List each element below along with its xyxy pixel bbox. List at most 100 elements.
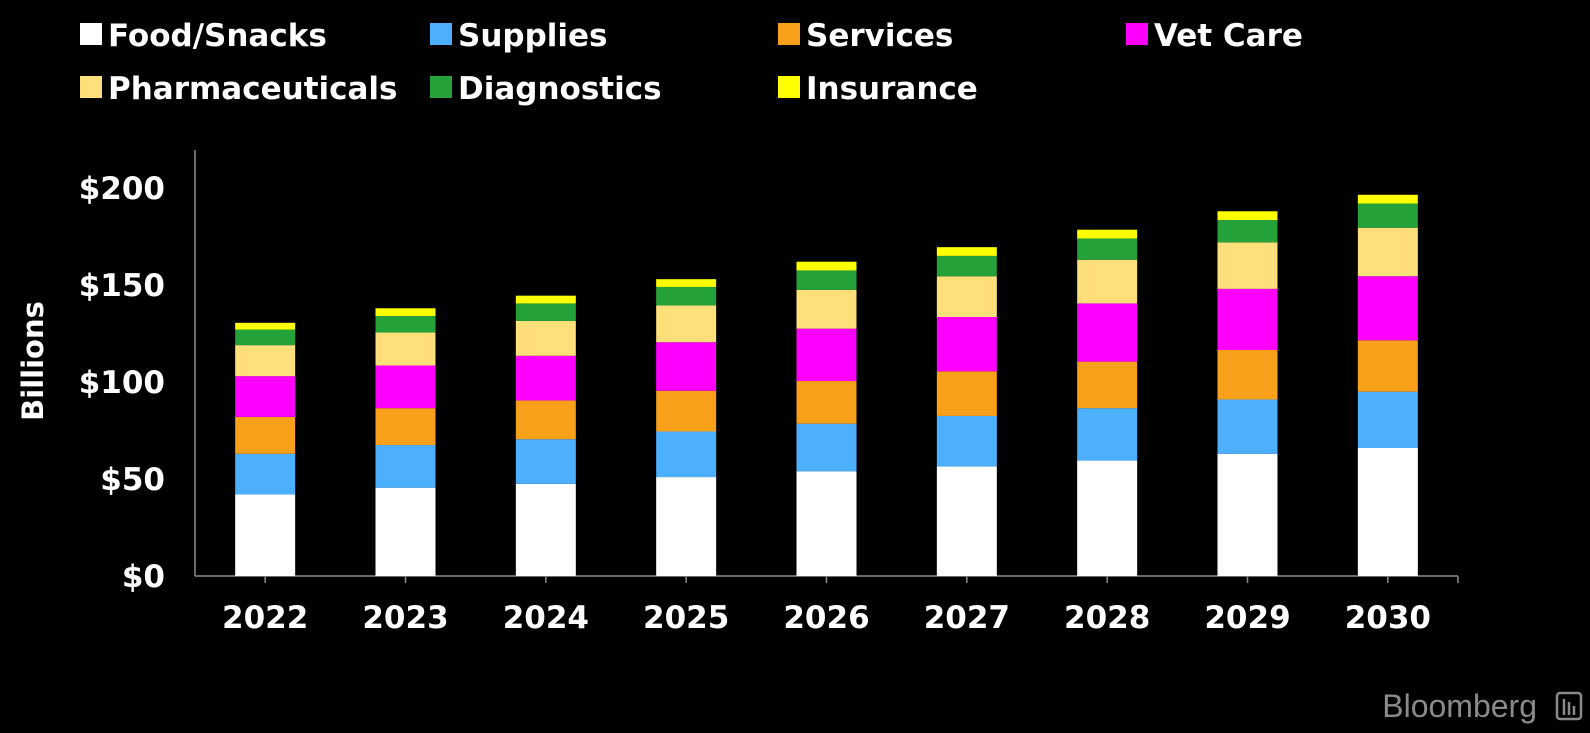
x-tick-label: 2024 [503,600,589,636]
bar-segment-pharmaceuticals [1077,259,1138,304]
bar-segment-food-snacks [936,466,997,576]
x-tick-label: 2028 [1064,600,1150,636]
bar-segment-vet-care [515,355,576,401]
bars [235,194,1418,576]
legend-swatch [430,76,452,98]
bar-segment-vet-care [796,328,857,382]
y-tick-label: $200 [79,171,165,207]
bar-segment-services [235,416,296,454]
legend-swatch [778,76,800,98]
y-tick-label: $0 [122,559,165,595]
x-axis: 2022 2023 2024 2025 2026 2027 2028 2029 2030 [195,575,1459,636]
legend-label: Supplies [458,18,608,54]
bar-segment-food-snacks [796,471,857,576]
bar-segment-diagnostics [1217,220,1278,243]
y-tick-label: $50 [100,462,165,498]
bar-segment-pharmaceuticals [936,276,997,318]
legend-item-pharmaceuticals: Pharmaceuticals [80,71,398,107]
bar-segment-vet-care [936,317,997,372]
bar-segment-insurance [936,247,997,256]
legend-swatch [778,23,800,45]
bar-segment-supplies [656,431,717,478]
legend-label: Food/Snacks [108,18,327,54]
bar-segment-insurance [515,295,576,304]
legend-swatch [1126,23,1148,45]
legend: Food/Snacks Supplies Services Vet Care Pharm… [80,18,1303,107]
legend-item-vet-care: Vet Care [1126,18,1303,54]
legend-item-services: Services [778,18,953,54]
bar-segment-supplies [515,439,576,484]
bar-segment-food-snacks [235,494,296,576]
bar-segment-pharmaceuticals [515,320,576,356]
x-tick-label: 2027 [924,600,1010,636]
x-tick-label: 2026 [783,600,869,636]
bar-segment-food-snacks [375,487,436,576]
bar-segment-supplies [1217,399,1278,454]
bar-segment-pharmaceuticals [375,332,436,366]
bar-segment-diagnostics [656,286,717,306]
bar-segment-diagnostics [1357,203,1418,228]
x-tick-label: 2025 [643,600,729,636]
legend-label: Pharmaceuticals [108,71,398,107]
bar-segment-diagnostics [515,303,576,321]
bar-segment-supplies [936,415,997,467]
bar-segment-services [1077,361,1138,409]
bar-segment-food-snacks [656,477,717,576]
bar-segment-food-snacks [1357,447,1418,576]
x-tick-label: 2030 [1345,600,1431,636]
bar-segment-pharmaceuticals [656,305,717,343]
bar-segment-vet-care [375,365,436,409]
y-axis: $0 $50 $100 $150 $200 [79,150,196,595]
bar-segment-supplies [796,423,857,472]
y-tick-label: $100 [79,365,165,401]
bar-segment-insurance [235,322,296,330]
bar-segment-diagnostics [1077,238,1138,260]
bar-segment-insurance [1357,194,1418,204]
bar-segment-services [515,400,576,440]
y-tick-label: $150 [79,268,165,304]
legend-item-supplies: Supplies [430,18,608,54]
bar-segment-pharmaceuticals [796,289,857,329]
bar-segment-pharmaceuticals [1217,242,1278,289]
bar-segment-food-snacks [1217,453,1278,576]
legend-label: Insurance [806,71,978,107]
bar-segment-services [1217,349,1278,400]
bar-segment-supplies [375,445,436,488]
bloomberg-terminal-icon [1555,691,1583,721]
brand-wordmark: Bloomberg [1382,688,1537,724]
bar-segment-services [796,381,857,424]
bar-segment-vet-care [1217,288,1278,350]
bar-segment-supplies [235,453,296,495]
bar-segment-services [936,371,997,416]
bar-segment-insurance [1077,229,1138,239]
bar-segment-services [1357,340,1418,392]
legend-swatch [430,23,452,45]
x-tick-label: 2022 [222,600,308,636]
x-tick-label: 2023 [362,600,448,636]
legend-swatch [80,23,102,45]
bar-segment-services [375,408,436,446]
bar-segment-pharmaceuticals [1357,227,1418,277]
bar-segment-diagnostics [375,316,436,333]
bar-segment-pharmaceuticals [235,345,296,377]
bar-segment-insurance [1217,211,1278,221]
legend-label: Vet Care [1154,18,1303,54]
bar-segment-supplies [1357,391,1418,448]
bar-segment-vet-care [1357,276,1418,341]
legend-label: Services [806,18,953,54]
bar-segment-insurance [375,308,436,317]
bar-segment-supplies [1077,408,1138,461]
bar-segment-food-snacks [515,483,576,576]
bar-segment-diagnostics [235,329,296,346]
bloomberg-logo: Bloomberg [1382,688,1583,724]
bar-segment-vet-care [656,342,717,391]
bar-segment-vet-care [1077,303,1138,362]
bar-segment-services [656,390,717,432]
legend-label: Diagnostics [458,71,662,107]
bar-segment-insurance [656,279,717,287]
bar-segment-vet-care [235,376,296,417]
bar-segment-diagnostics [796,270,857,290]
legend-item-food-snacks: Food/Snacks [80,18,327,54]
legend-item-insurance: Insurance [778,71,978,107]
